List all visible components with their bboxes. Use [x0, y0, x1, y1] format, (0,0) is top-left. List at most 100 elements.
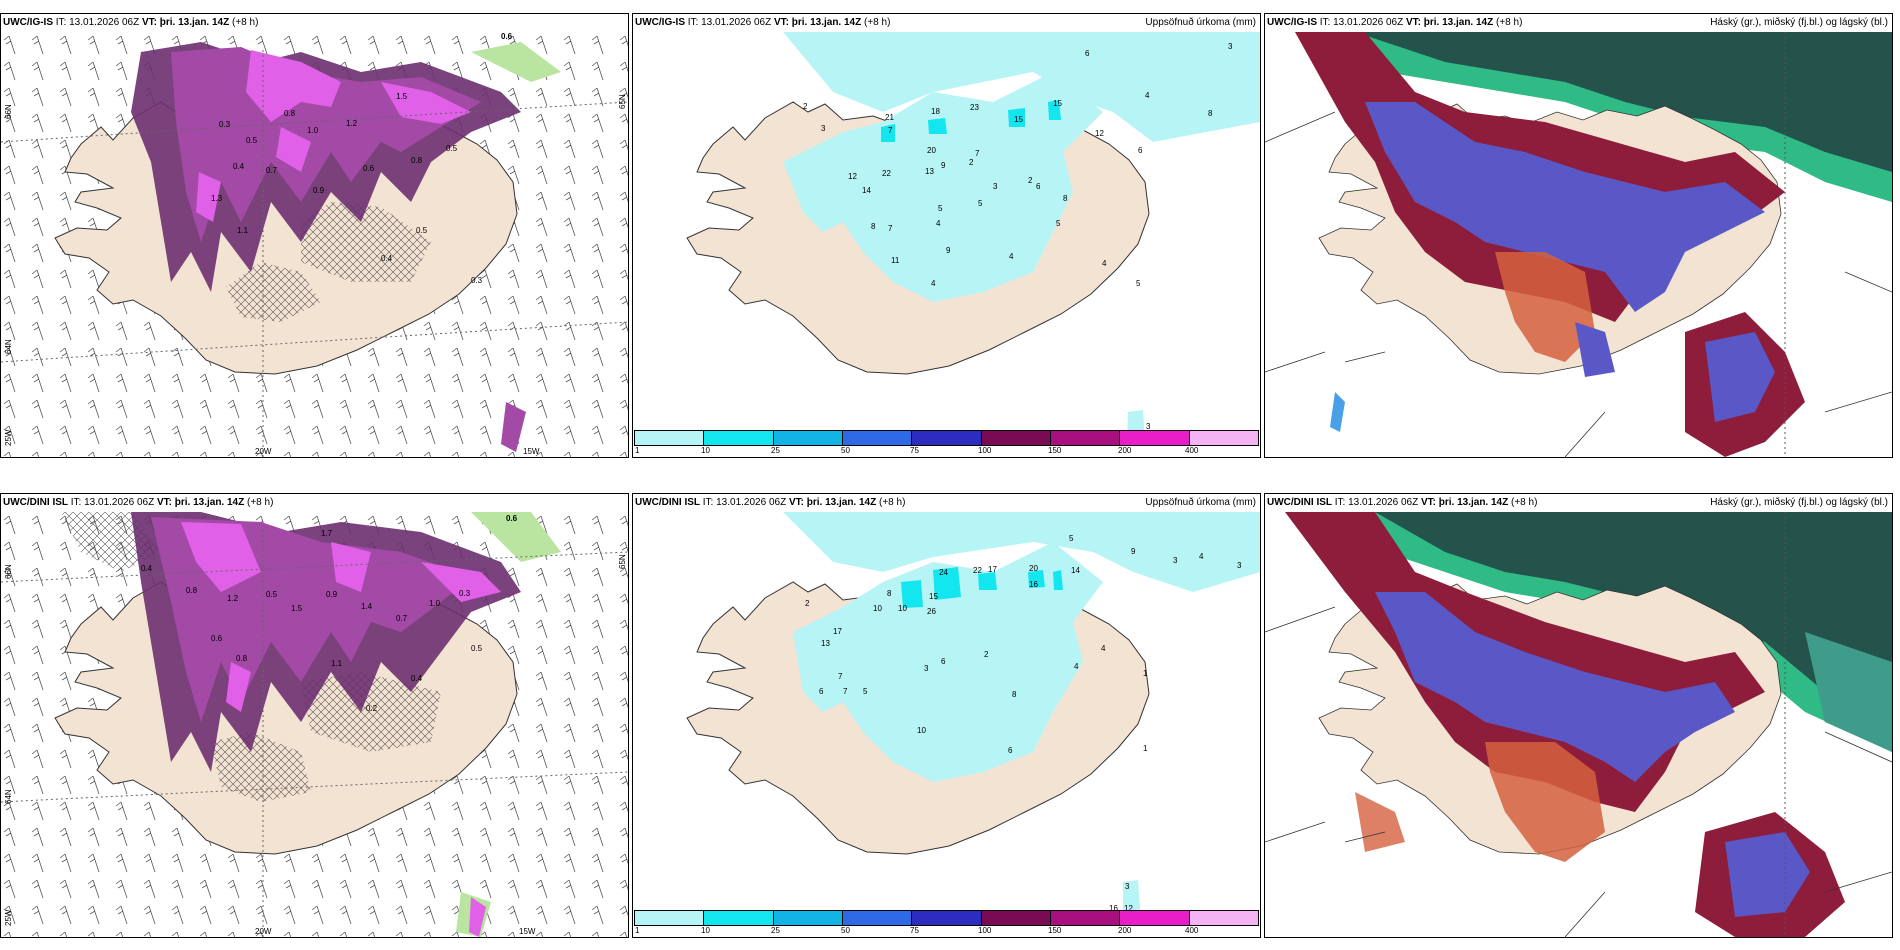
panel-precip-igis: UWC/IG-IS IT: 13.01.2026 06Z VT: þri. 13… — [632, 13, 1261, 458]
precip-value: 5 — [863, 687, 868, 696]
grid-label-lon: 20W — [255, 927, 272, 936]
precip-value: 12 — [1124, 904, 1133, 913]
precip-value: 3 — [1228, 42, 1233, 51]
colorbar-cell — [773, 911, 843, 925]
colorbar-cells — [634, 910, 1259, 926]
precip-value: 14 — [862, 186, 871, 195]
precip-value: 18 — [931, 107, 940, 116]
rate-value: 1.5 — [396, 92, 408, 101]
cloud-map — [1265, 512, 1892, 937]
precip-value: 4 — [936, 219, 941, 228]
rate-value: 0.4 — [411, 674, 423, 683]
rate-value: 0.3 — [471, 276, 483, 285]
rate-value: 0.3 — [459, 589, 471, 598]
rate-value: 0.7 — [396, 614, 408, 623]
panel-precip-dini: UWC/DINI ISL IT: 13.01.2026 06Z VT: þri.… — [632, 493, 1261, 938]
precip-value: 7 — [888, 224, 893, 233]
colorbar-tick: 400 — [1185, 446, 1199, 455]
colorbar-cell — [842, 431, 913, 445]
panel-header: UWC/IG-IS IT: 13.01.2026 06Z VT: þri. 13… — [3, 17, 259, 28]
colorbar-cell — [704, 911, 774, 925]
precip-value: 13 — [821, 639, 830, 648]
precip-colorbar: 1 10 25 50 75 100 150 200 400 — [634, 910, 1259, 936]
rate-map — [1, 512, 628, 937]
colorbar-tick: 25 — [771, 926, 780, 935]
rate-value: 0.6 — [363, 164, 375, 173]
precip-value: 1 — [1143, 669, 1148, 678]
precip-value: 7 — [843, 687, 848, 696]
precip-value: 14 — [1071, 566, 1080, 575]
colorbar-tick: 50 — [841, 926, 850, 935]
rate-value: 0.8 — [186, 586, 198, 595]
precip-value: 8 — [1063, 194, 1068, 203]
cloud-map — [1265, 32, 1892, 457]
colorbar-cell — [704, 431, 774, 445]
precip-value: 4 — [931, 279, 936, 288]
precip-value: 3 — [821, 124, 826, 133]
colorbar-tick: 1 — [635, 926, 640, 935]
rate-value: 0.6 — [211, 634, 223, 643]
colorbar-tick: 10 — [701, 926, 710, 935]
colorbar-tick: 100 — [978, 446, 992, 455]
precip-colorbar: 1 10 25 50 75 100 150 200 400 — [634, 430, 1259, 456]
colorbar-cell — [635, 431, 705, 445]
precip-value: 4 — [1101, 644, 1106, 653]
precip-value: 9 — [946, 246, 951, 255]
colorbar-cell — [981, 911, 1051, 925]
precip-value: 6 — [1036, 182, 1041, 191]
panel-header: UWC/DINI ISL IT: 13.01.2026 06Z VT: þri.… — [1267, 497, 1538, 508]
precip-value: 15 — [929, 592, 938, 601]
precip-value: 8 — [1208, 109, 1213, 118]
colorbar-cell — [1050, 431, 1121, 445]
panel-header: UWC/DINI ISL IT: 13.01.2026 06Z VT: þri.… — [635, 497, 906, 508]
colorbar-tick: 1 — [635, 446, 640, 455]
rate-map — [1, 32, 628, 457]
precip-value: 6 — [819, 687, 824, 696]
precip-value: 5 — [1136, 279, 1141, 288]
rate-value: 1.1 — [237, 226, 249, 235]
rate-value: 0.6 — [506, 514, 518, 523]
colorbar-cell — [773, 431, 843, 445]
rate-value: 1.2 — [346, 119, 358, 128]
precip-value: 3 — [1173, 556, 1178, 565]
rate-value: 1.3 — [211, 194, 223, 203]
precip-value: 12 — [848, 172, 857, 181]
colorbar-tick: 150 — [1048, 446, 1062, 455]
precip-value: 15 — [1014, 115, 1023, 124]
precip-value: 4 — [1102, 259, 1107, 268]
panel-rate-igis: UWC/IG-IS IT: 13.01.2026 06Z VT: þri. 13… — [0, 13, 629, 458]
precip-value: 8 — [1012, 690, 1017, 699]
colorbar-tick: 400 — [1185, 926, 1199, 935]
precip-value: 17 — [833, 627, 842, 636]
precip-value: 5 — [1069, 534, 1074, 543]
precip-value: 2 — [969, 158, 974, 167]
colorbar-cell — [912, 431, 982, 445]
precip-value: 20 — [1029, 564, 1038, 573]
grid-label-lon: 15W — [519, 927, 536, 936]
precip-value: 23 — [970, 103, 979, 112]
panel-title: Háský (gr.), miðský (fj.bl.) og lágský (… — [1710, 17, 1888, 28]
precip-value: 21 — [885, 113, 894, 122]
precip-value: 7 — [975, 149, 980, 158]
rate-value: 0.9 — [326, 590, 338, 599]
rate-value: 0.5 — [246, 136, 258, 145]
precip-value: 26 — [927, 607, 936, 616]
panel-header: UWC/IG-IS IT: 13.01.2026 06Z VT: þri. 13… — [1267, 17, 1523, 28]
rate-value: 0.5 — [471, 644, 483, 653]
precip-value: 15 — [1053, 99, 1062, 108]
rate-value: 1.5 — [291, 604, 303, 613]
precip-value: 12 — [1095, 129, 1104, 138]
colorbar-ticks: 1 10 25 50 75 100 150 200 400 — [634, 926, 1259, 936]
precip-value: 10 — [873, 604, 882, 613]
precip-value: 20 — [927, 146, 936, 155]
precip-value: 16 — [1029, 580, 1038, 589]
precip-value: 6 — [1008, 746, 1013, 755]
panel-header: UWC/IG-IS IT: 13.01.2026 06Z VT: þri. 13… — [635, 17, 891, 28]
rate-value: 1.0 — [429, 599, 441, 608]
grid-label-lat: 64N — [4, 789, 13, 804]
precip-value: 3 — [1125, 882, 1130, 891]
colorbar-tick: 200 — [1118, 446, 1132, 455]
precip-value: 8 — [871, 222, 876, 231]
precip-value: 11 — [891, 256, 900, 265]
precip-value: 6 — [1138, 146, 1143, 155]
